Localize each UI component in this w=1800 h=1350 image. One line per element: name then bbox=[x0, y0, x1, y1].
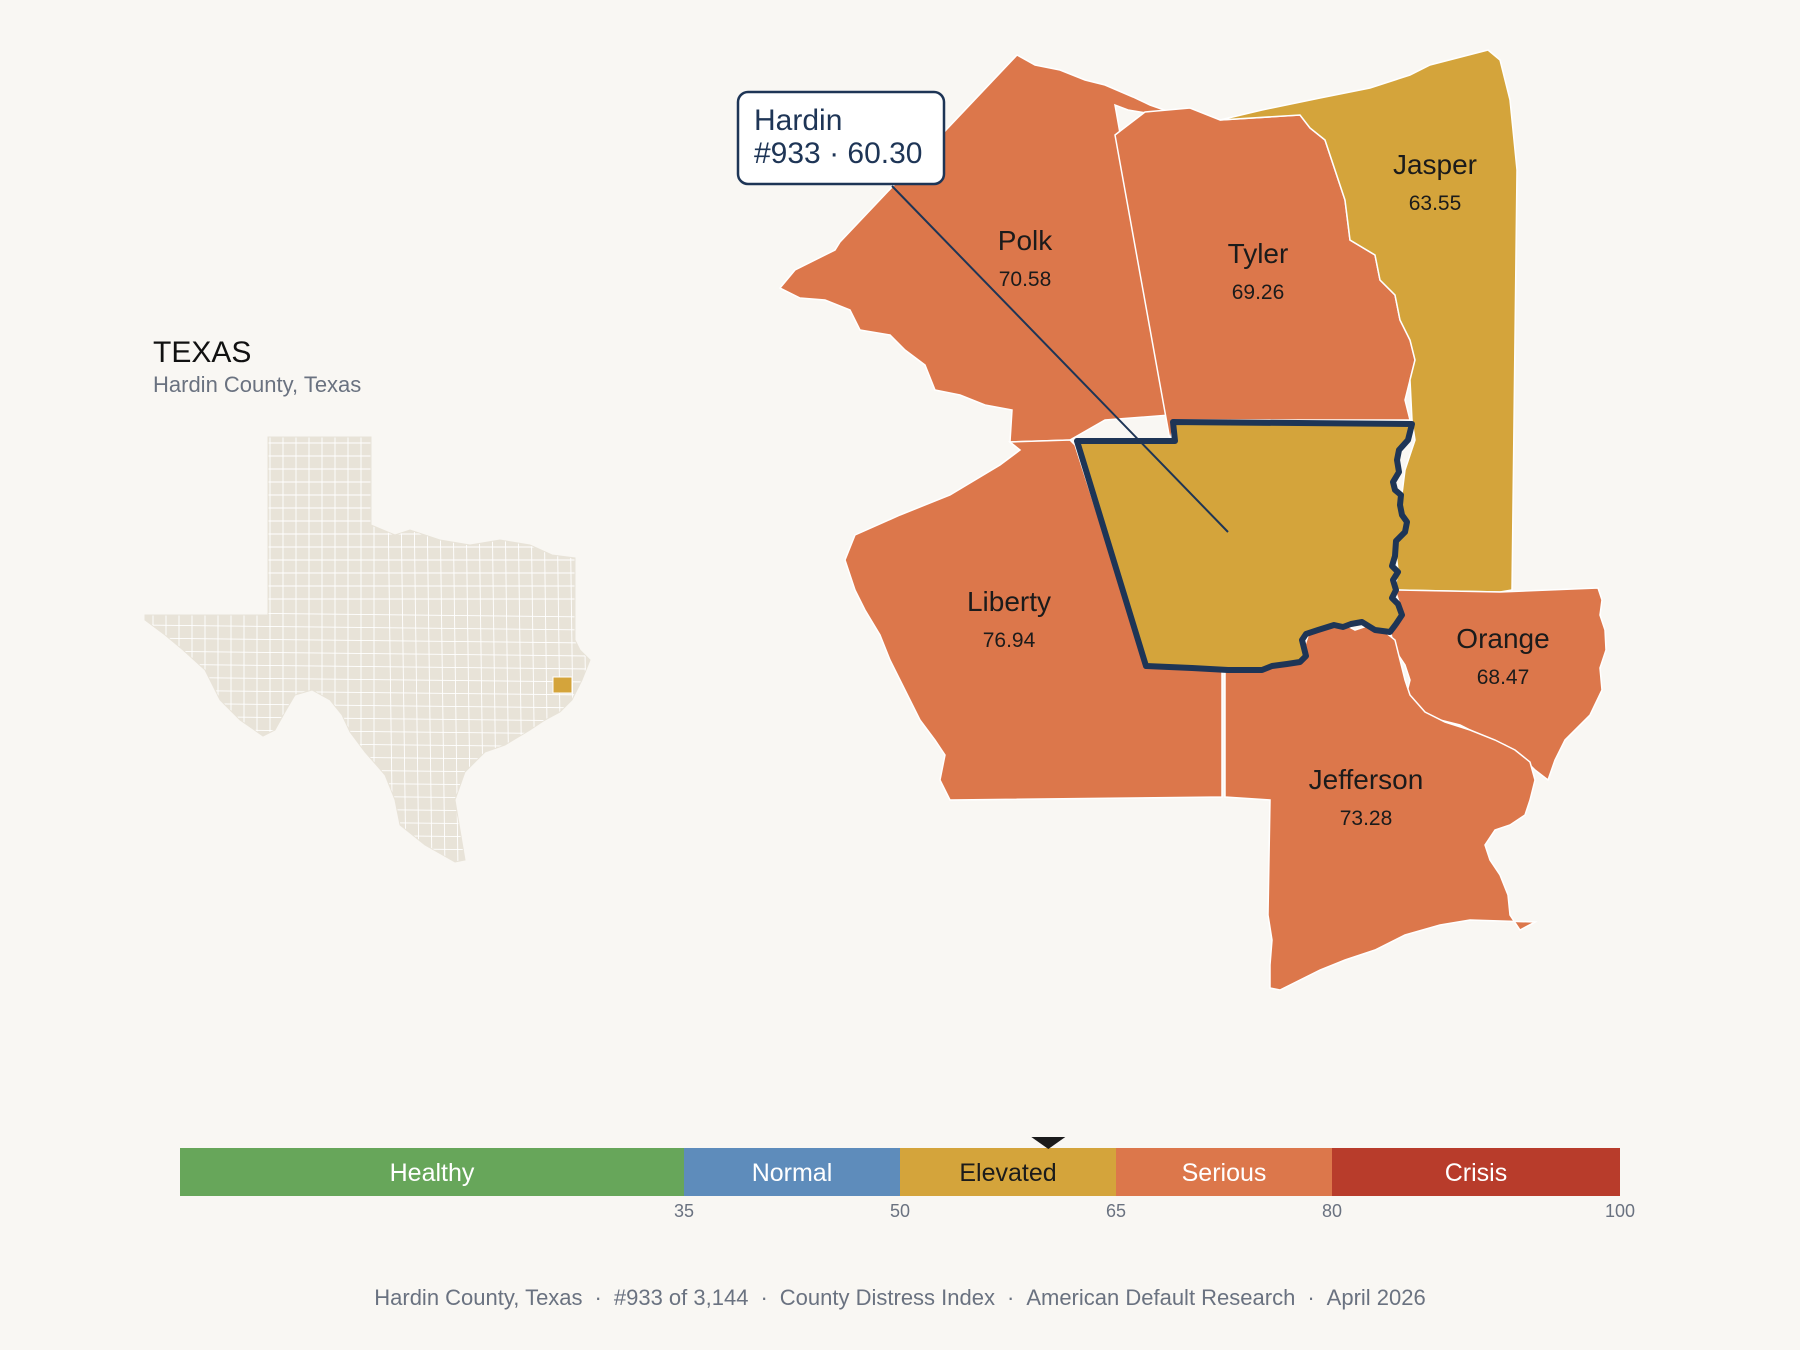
legend-band-healthy bbox=[180, 1148, 684, 1196]
state-title: TEXAS bbox=[153, 336, 251, 369]
footer-publisher: American Default Research bbox=[1026, 1285, 1296, 1310]
legend-band-label: Healthy bbox=[390, 1159, 475, 1187]
county-label-liberty: Liberty 76.94 bbox=[967, 586, 1051, 652]
county-score-label: 63.55 bbox=[1409, 192, 1462, 215]
legend-tick-label: 80 bbox=[1322, 1201, 1342, 1221]
footer-county: Hardin County, Texas bbox=[374, 1285, 583, 1310]
county-map bbox=[778, 49, 1607, 991]
callout-rank-score: #933 · 60.30 bbox=[754, 137, 922, 170]
legend-tick-label: 50 bbox=[890, 1201, 910, 1221]
legend-band-label: Elevated bbox=[959, 1159, 1056, 1187]
county-label-tyler: Tyler 69.26 bbox=[1228, 238, 1289, 304]
county-score-label: 70.58 bbox=[999, 268, 1052, 291]
county-name-label: Orange bbox=[1456, 623, 1549, 654]
footer: Hardin County, Texas · #933 of 3,144 · Count… bbox=[374, 1285, 1426, 1310]
county-name-label: Jefferson bbox=[1309, 764, 1424, 795]
legend-band-label: Serious bbox=[1182, 1159, 1267, 1187]
legend-marker bbox=[1031, 1137, 1066, 1149]
legend-band-label: Normal bbox=[752, 1159, 833, 1187]
county-name-label: Jasper bbox=[1393, 149, 1477, 180]
footer-rank: #933 of 3,144 bbox=[613, 1285, 749, 1310]
county-polk[interactable] bbox=[778, 54, 1191, 443]
legend-tick-label: 100 bbox=[1605, 1201, 1635, 1221]
county-hardin[interactable] bbox=[1074, 419, 1415, 673]
county-score-label: 76.94 bbox=[983, 629, 1036, 652]
state-subtitle: Hardin County, Texas bbox=[153, 372, 361, 397]
legend-band-elevated bbox=[900, 1148, 1116, 1196]
callout-leader-line bbox=[891, 185, 1229, 533]
county-label-jasper: Jasper 63.55 bbox=[1393, 149, 1477, 215]
legend-tick-label: 65 bbox=[1106, 1201, 1126, 1221]
legend-band-label: Crisis bbox=[1445, 1159, 1508, 1187]
county-name-label: Tyler bbox=[1228, 238, 1289, 269]
county-score-label: 69.26 bbox=[1232, 281, 1285, 304]
footer-date: April 2026 bbox=[1326, 1285, 1426, 1310]
legend-band-normal bbox=[684, 1148, 900, 1196]
callout-county-name: Hardin bbox=[754, 104, 842, 137]
county-score-label: 68.47 bbox=[1477, 666, 1530, 689]
county-name-label: Liberty bbox=[967, 586, 1051, 617]
county-label-jefferson: Jefferson 73.28 bbox=[1309, 764, 1424, 830]
callout-box: Hardin #933 · 60.30 bbox=[736, 90, 946, 186]
legend-tick-label: 35 bbox=[674, 1201, 694, 1221]
legend-band-crisis bbox=[1332, 1148, 1620, 1196]
texas-inset-map bbox=[144, 436, 591, 863]
texas-inset-hardin-highlight bbox=[552, 676, 573, 694]
legend-bar: Healthy Normal Elevated Serious Crisis 35 50 65… bbox=[180, 1148, 1635, 1221]
county-label-polk: Polk 70.58 bbox=[998, 225, 1053, 291]
county-name-label: Polk bbox=[998, 225, 1053, 256]
footer-index-name: County Distress Index bbox=[779, 1285, 995, 1310]
county-label-orange: Orange 68.47 bbox=[1456, 623, 1549, 689]
legend-band-serious bbox=[1116, 1148, 1332, 1196]
county-jasper[interactable] bbox=[1219, 49, 1518, 593]
county-score-label: 73.28 bbox=[1340, 807, 1393, 830]
